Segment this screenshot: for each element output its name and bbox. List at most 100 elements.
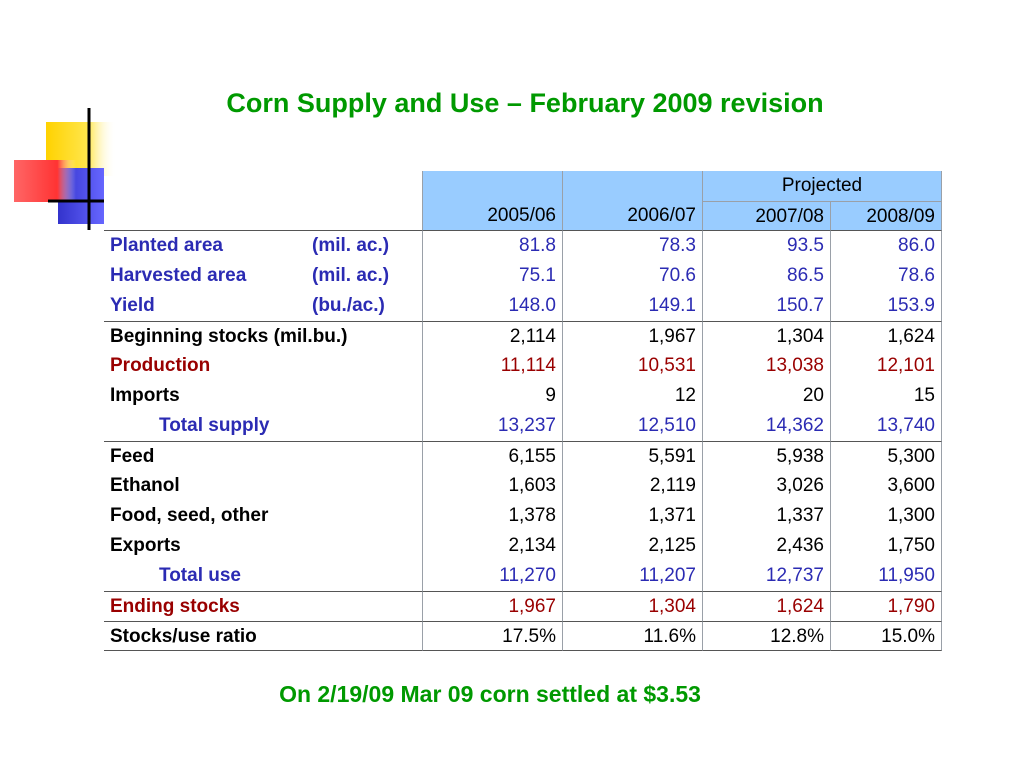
row-label: Total supply <box>104 411 422 441</box>
table-cell: 86.0 <box>830 231 942 261</box>
row-label-text: Exports <box>110 535 181 556</box>
table-cell: 12,101 <box>830 351 942 381</box>
table-cell: 15 <box>830 381 942 411</box>
header-projected: Projected <box>702 171 942 201</box>
header-shade-2005 <box>422 171 562 201</box>
table-cell: 70.6 <box>562 261 702 291</box>
table-cell: 75.1 <box>422 261 562 291</box>
table-cell: 11,114 <box>422 351 562 381</box>
table-cell: 1,790 <box>830 591 942 621</box>
table-cell: 1,967 <box>422 591 562 621</box>
table-cell: 1,967 <box>562 321 702 351</box>
table-cell: 12.8% <box>702 621 830 651</box>
row-label: Production <box>104 351 422 381</box>
table-cell: 81.8 <box>422 231 562 261</box>
row-label-text: Feed <box>110 446 155 467</box>
row-label: Stocks/use ratio <box>104 621 422 651</box>
header-blank-2 <box>104 201 422 231</box>
decorative-logo <box>14 108 116 230</box>
table-cell: 148.0 <box>422 291 562 321</box>
table-cell: 17.5% <box>422 621 562 651</box>
table-cell: 13,237 <box>422 411 562 441</box>
row-label-text: Ending stocks <box>110 596 240 617</box>
row-label: Beginning stocks (mil.bu.) <box>104 321 422 351</box>
table-cell: 12,510 <box>562 411 702 441</box>
header-shade-2006 <box>562 171 702 201</box>
table-cell: 1,603 <box>422 471 562 501</box>
row-unit: (mil. ac.) <box>312 265 390 286</box>
table-cell: 11,950 <box>830 561 942 591</box>
table-cell: 5,591 <box>562 441 702 471</box>
row-label: Imports <box>104 381 422 411</box>
row-label-text: Planted area <box>110 235 223 256</box>
table-cell: 13,740 <box>830 411 942 441</box>
table-cell: 10,531 <box>562 351 702 381</box>
table-cell: 15.0% <box>830 621 942 651</box>
row-label-text: Total supply <box>159 415 270 436</box>
table-cell: 11.6% <box>562 621 702 651</box>
supply-use-table: Projected 2005/06 2006/07 2007/08 2008/09 Pla… <box>104 171 942 651</box>
row-label: Exports <box>104 531 422 561</box>
table-cell: 149.1 <box>562 291 702 321</box>
table-cell: 5,938 <box>702 441 830 471</box>
row-unit: (mil. ac.) <box>312 235 390 256</box>
column-header-2008-09: 2008/09 <box>830 201 942 231</box>
row-label-text: Beginning stocks (mil.bu.) <box>110 326 348 347</box>
row-label: Planted area (mil. ac.) <box>104 231 422 261</box>
table-cell: 2,436 <box>702 531 830 561</box>
table-cell: 150.7 <box>702 291 830 321</box>
row-label: Food, seed, other <box>104 501 422 531</box>
row-unit: (bu./ac.) <box>312 295 385 316</box>
table-cell: 13,038 <box>702 351 830 381</box>
table-cell: 2,119 <box>562 471 702 501</box>
row-label-text: Ethanol <box>110 475 180 496</box>
table-cell: 20 <box>702 381 830 411</box>
table-cell: 1,300 <box>830 501 942 531</box>
table-cell: 1,624 <box>702 591 830 621</box>
table-cell: 2,134 <box>422 531 562 561</box>
column-header-2006-07: 2006/07 <box>562 201 702 231</box>
table-cell: 5,300 <box>830 441 942 471</box>
table-cell: 1,624 <box>830 321 942 351</box>
row-label: Harvested area (mil. ac.) <box>104 261 422 291</box>
table-cell: 1,337 <box>702 501 830 531</box>
row-label-text: Stocks/use ratio <box>110 626 257 647</box>
table-cell: 2,125 <box>562 531 702 561</box>
table-cell: 78.6 <box>830 261 942 291</box>
footer-note: On 2/19/09 Mar 09 corn settled at $3.53 <box>279 681 701 707</box>
table-cell: 9 <box>422 381 562 411</box>
table-cell: 78.3 <box>562 231 702 261</box>
table-cell: 11,207 <box>562 561 702 591</box>
table-cell: 11,270 <box>422 561 562 591</box>
table-cell: 14,362 <box>702 411 830 441</box>
table-cell: 12,737 <box>702 561 830 591</box>
row-label: Ending stocks <box>104 591 422 621</box>
row-label-text: Total use <box>159 565 241 586</box>
table-cell: 1,304 <box>702 321 830 351</box>
table-cell: 6,155 <box>422 441 562 471</box>
row-label-text: Harvested area <box>110 265 247 286</box>
table-cell: 1,378 <box>422 501 562 531</box>
table-cell: 1,371 <box>562 501 702 531</box>
row-label: Total use <box>104 561 422 591</box>
row-label-text: Production <box>110 355 211 376</box>
table-cell: 2,114 <box>422 321 562 351</box>
table-cell: 86.5 <box>702 261 830 291</box>
table-cell: 12 <box>562 381 702 411</box>
table-cell: 1,750 <box>830 531 942 561</box>
header-blank <box>104 171 422 201</box>
slide-title: Corn Supply and Use – February 2009 revi… <box>226 88 824 118</box>
table-cell: 3,026 <box>702 471 830 501</box>
table-cell: 1,304 <box>562 591 702 621</box>
table-cell: 153.9 <box>830 291 942 321</box>
table-cell: 93.5 <box>702 231 830 261</box>
column-header-2007-08: 2007/08 <box>702 201 830 231</box>
red-square <box>14 160 76 202</box>
row-label: Yield (bu./ac.) <box>104 291 422 321</box>
row-label: Feed <box>104 441 422 471</box>
table-cell: 3,600 <box>830 471 942 501</box>
row-label-text: Imports <box>110 385 180 406</box>
row-label-text: Yield <box>110 295 155 316</box>
row-label: Ethanol <box>104 471 422 501</box>
column-header-2005-06: 2005/06 <box>422 201 562 231</box>
